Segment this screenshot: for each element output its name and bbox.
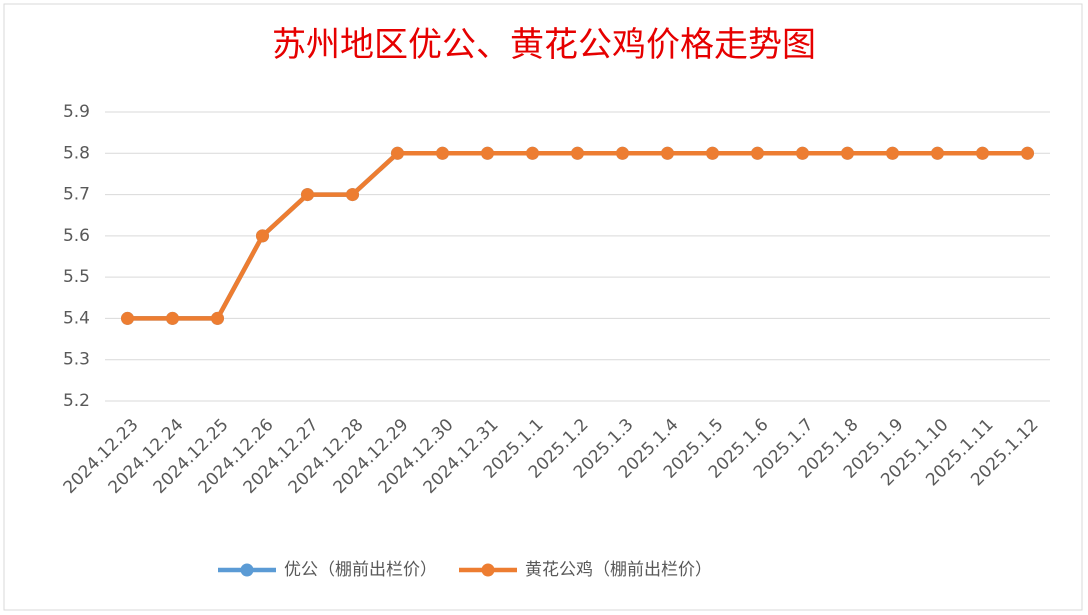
data-point xyxy=(886,146,899,160)
y-tick-label: 5.6 xyxy=(63,226,90,246)
data-point xyxy=(706,146,719,160)
y-tick-label: 5.3 xyxy=(63,350,90,370)
data-point xyxy=(751,146,764,160)
data-point xyxy=(571,146,584,160)
data-point xyxy=(796,146,809,160)
data-point xyxy=(616,146,629,160)
data-point xyxy=(526,146,539,160)
data-point xyxy=(661,146,674,160)
y-tick-label: 5.2 xyxy=(63,391,90,411)
legend-label: 优公（棚前出栏价） xyxy=(284,560,437,580)
y-tick-label: 5.5 xyxy=(63,267,90,287)
y-tick-label: 5.4 xyxy=(63,308,90,328)
series xyxy=(121,146,1034,325)
data-point xyxy=(211,311,224,325)
chart-frame xyxy=(3,3,1083,611)
data-point xyxy=(436,146,449,160)
data-point xyxy=(1021,146,1034,160)
data-point xyxy=(931,146,944,160)
chart-title: 苏州地区优公、黄花公鸡价格走势图 xyxy=(272,25,816,65)
data-point xyxy=(391,146,404,160)
data-point xyxy=(841,146,854,160)
legend-label: 黄花公鸡（棚前出栏价） xyxy=(525,560,712,580)
legend-marker xyxy=(481,563,495,577)
data-point xyxy=(346,188,359,202)
data-point xyxy=(481,146,494,160)
data-point xyxy=(301,188,314,202)
legend-marker xyxy=(240,563,254,577)
y-tick-label: 5.9 xyxy=(63,102,90,122)
data-point xyxy=(976,146,989,160)
y-tick-label: 5.8 xyxy=(63,143,90,163)
y-tick-label: 5.7 xyxy=(63,185,90,205)
data-point xyxy=(166,311,179,325)
data-point xyxy=(256,229,269,243)
data-point xyxy=(121,311,134,325)
